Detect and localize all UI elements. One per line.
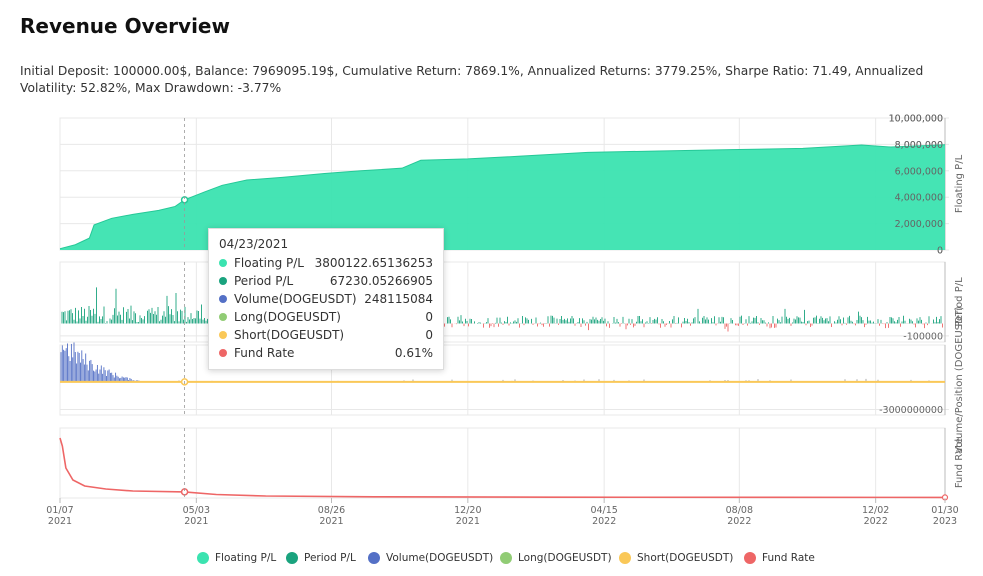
fund-rate-line bbox=[59, 437, 946, 499]
tooltip-row: Short(DOGEUSDT) 0 bbox=[219, 326, 433, 344]
x-tick-label: 12/02 bbox=[862, 505, 889, 516]
x-tick-label: 08/08 bbox=[726, 505, 753, 516]
panel-floating: 0 2,000,000 4,000,000 6,000,000 8,000,000 10,… bbox=[59, 114, 965, 257]
panel-frame bbox=[59, 344, 946, 416]
x-tick-year: 2022 bbox=[592, 516, 616, 527]
tooltip-series-name: Fund Rate bbox=[234, 346, 295, 360]
volume-spikes bbox=[60, 342, 930, 382]
y-axis-title: Floating P/L bbox=[954, 154, 965, 213]
x-tick-year: 2021 bbox=[184, 516, 208, 527]
legend-label: Short(DOGEUSDT) bbox=[637, 552, 734, 564]
tooltip-marker bbox=[219, 277, 227, 285]
x-tick-year: 2023 bbox=[933, 516, 957, 527]
tooltip-series-value: 0 bbox=[425, 310, 433, 324]
x-tick-year: 2021 bbox=[456, 516, 480, 527]
legend-item[interactable]: Fund Rate bbox=[744, 552, 815, 564]
tooltip-series-name: Period P/L bbox=[234, 274, 294, 288]
legend-label: Long(DOGEUSDT) bbox=[518, 552, 612, 564]
x-tick-label: 01/30 bbox=[931, 505, 958, 516]
x-tick-label: 01/07 bbox=[46, 505, 73, 516]
x-tick-label: 05/03 bbox=[183, 505, 210, 516]
legend-item[interactable]: Long(DOGEUSDT) bbox=[500, 552, 612, 564]
legend-label: Floating P/L bbox=[215, 552, 277, 564]
tooltip-marker bbox=[219, 259, 227, 267]
legend-marker bbox=[368, 552, 380, 564]
legend-marker bbox=[744, 552, 756, 564]
x-tick-year: 2022 bbox=[727, 516, 751, 527]
legend-item[interactable]: Volume(DOGEUSDT) bbox=[368, 552, 493, 564]
tooltip-marker bbox=[219, 295, 227, 303]
tooltip-row: Fund Rate 0.61% bbox=[219, 344, 433, 362]
period-pl-spikes bbox=[61, 287, 943, 332]
panel-fund: Fund Rate bbox=[59, 427, 965, 501]
legend-label: Fund Rate bbox=[762, 552, 815, 564]
legend-item[interactable]: Short(DOGEUSDT) bbox=[619, 552, 733, 564]
x-tick-year: 2021 bbox=[48, 516, 72, 527]
legend-item[interactable]: Floating P/L bbox=[197, 552, 276, 564]
tooltip-row: Floating P/L 3800122.65136253 bbox=[219, 254, 433, 272]
legend-label: Period P/L bbox=[304, 552, 356, 564]
y-axis-title: Period P/L bbox=[954, 277, 965, 327]
x-tick-label: 04/15 bbox=[590, 505, 617, 516]
tooltip-marker bbox=[219, 313, 227, 321]
tooltip-row: Period P/L 67230.05266905 bbox=[219, 272, 433, 290]
tooltip-marker bbox=[219, 331, 227, 339]
panel-frame bbox=[59, 261, 946, 343]
x-tick-year: 2021 bbox=[319, 516, 343, 527]
tooltip-series-name: Volume(DOGEUSDT) bbox=[234, 292, 357, 306]
x-tick-label: 08/26 bbox=[318, 505, 345, 516]
legend-marker bbox=[197, 552, 209, 564]
tooltip-series-name: Short(DOGEUSDT) bbox=[234, 328, 345, 342]
tooltip-series-name: Long(DOGEUSDT) bbox=[234, 310, 341, 324]
y-tick-label: 4,000,000 bbox=[895, 193, 943, 204]
tooltip-marker bbox=[219, 349, 227, 357]
x-tick-label: 12/20 bbox=[454, 505, 481, 516]
y-axis-title: Volume/Position (DOGEUSDT) bbox=[954, 306, 965, 454]
legend-marker bbox=[619, 552, 631, 564]
y-tick-label: 10,000,000 bbox=[889, 114, 943, 125]
tooltip-row: Long(DOGEUSDT) 0 bbox=[219, 308, 433, 326]
legend-item[interactable]: Period P/L bbox=[286, 552, 356, 564]
x-tick-year: 2022 bbox=[864, 516, 888, 527]
legend-marker bbox=[286, 552, 298, 564]
chart-legend: Floating P/L Period P/L Volume(DOGEUSDT) Lo… bbox=[0, 552, 983, 572]
summary-stats: Initial Deposit: 100000.00$, Balance: 79… bbox=[20, 64, 924, 95]
tooltip-series-name: Floating P/L bbox=[234, 256, 304, 270]
tooltip-series-value: 0 bbox=[425, 328, 433, 342]
y-tick-label: 6,000,000 bbox=[895, 166, 943, 177]
y-axis-title: Fund Rate bbox=[954, 438, 965, 488]
y-tick-label: 0 bbox=[937, 246, 943, 257]
y-tick-label: -100000 bbox=[903, 331, 943, 342]
tooltip: 04/23/2021 Floating P/L 3800122.65136253 P… bbox=[208, 228, 444, 370]
floating-pl-area bbox=[60, 144, 945, 250]
y-tick-label: 0 bbox=[937, 246, 943, 257]
tooltip-series-value: 0.61% bbox=[394, 346, 433, 360]
tooltip-series-value: 67230.05266905 bbox=[329, 274, 433, 288]
tooltip-date: 04/23/2021 bbox=[219, 237, 289, 251]
y-tick-label: -3000000000 bbox=[879, 405, 943, 416]
tooltip-row: Volume(DOGEUSDT) 248115084 bbox=[219, 290, 433, 308]
page-title: Revenue Overview bbox=[20, 14, 230, 38]
legend-label: Volume(DOGEUSDT) bbox=[386, 552, 494, 564]
panel-period: -100000 Period P/L bbox=[59, 261, 965, 343]
y-tick-label: 10,000,000 bbox=[889, 114, 943, 125]
y-tick-label: 8,000,000 bbox=[895, 140, 943, 151]
legend-marker bbox=[500, 552, 512, 564]
tooltip-series-value: 248115084 bbox=[364, 292, 433, 306]
floating-pl-line bbox=[59, 144, 946, 250]
panel-frame bbox=[59, 427, 946, 499]
y-tick-label: 2,000,000 bbox=[895, 219, 943, 230]
tooltip-series-value: 3800122.65136253 bbox=[314, 256, 433, 270]
panel-volume: -3000000000 Volume/Position (DOGEUSDT) bbox=[59, 306, 965, 454]
